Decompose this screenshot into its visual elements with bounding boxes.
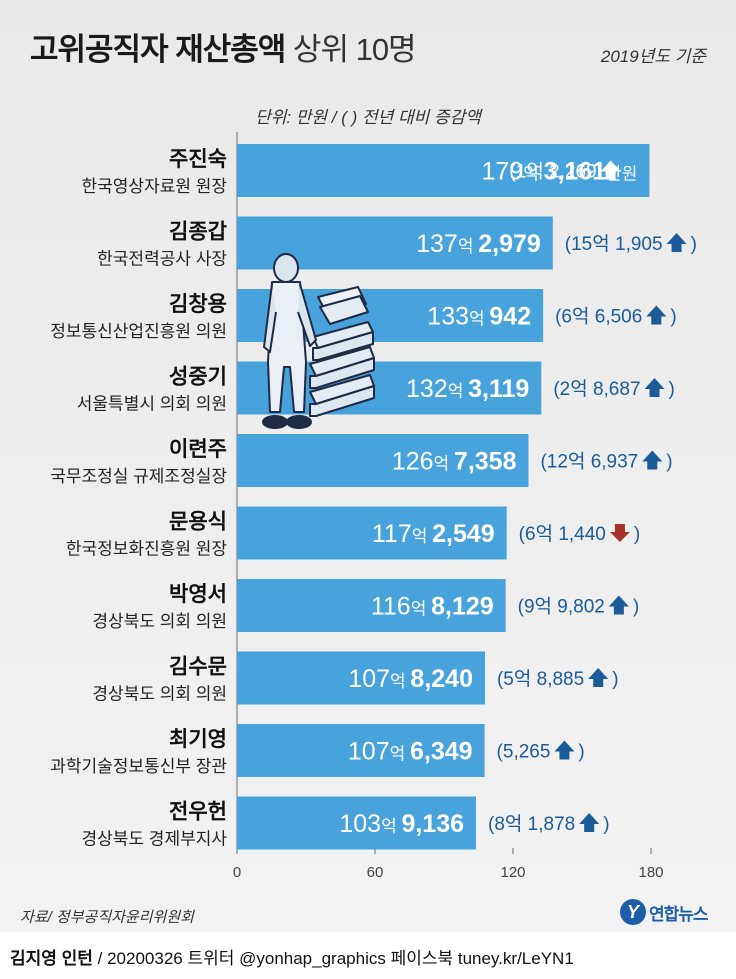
row-name: 이련주 [169,438,227,461]
up-arrow-icon [600,160,621,180]
x-tick-label: 0 [233,864,241,881]
title-bold: 고위공직자 재산총액 [30,32,286,67]
row-title: 한국영상자료원 원장 [82,177,228,196]
row-title: 서울특별시 의회 의원 [77,395,227,414]
value-bar [237,144,650,197]
change-label: (2억 8,687 [553,378,640,400]
x-tick-label: 180 [638,864,663,881]
value-bar [237,434,529,487]
row-name: 김종갑 [169,221,227,244]
up-arrow-icon [608,595,629,615]
value-bar [237,796,477,850]
close-paren: ) [669,379,675,400]
source-note: 자료/ 정부공직자윤리위원회 [20,909,194,926]
up-arrow-icon [666,233,687,252]
value-bar [237,361,542,415]
x-tick-label: 120 [500,864,525,881]
close-paren: ) [633,597,639,618]
value-label: 117억 2,549 [372,520,495,548]
row-name: 김수문 [169,656,227,679]
row-title: 정보통신산업진흥원 의원 [50,322,227,341]
value-bar [237,724,485,777]
close-paren: ) [603,814,609,835]
row-title: 한국정보화진흥원 원장 [66,540,227,559]
yonhap-logo: Y 연합뉴스 [620,898,709,926]
row-title: 경상북도 경제부지사 [82,830,228,849]
change-label: (12억 6,937 [540,451,638,473]
up-arrow-icon [588,668,609,687]
row-name: 성중기 [169,366,227,389]
credit-text: / 20200326 트위터 @yonhap_graphics 페이스북 tun… [92,949,574,968]
row-title: 과학기술정보통신부 장관 [50,757,227,776]
value-bar [237,506,507,560]
change-label: (6억 6,506 [555,306,642,328]
value-label: 107억 6,349 [348,738,473,766]
up-arrow-icon [579,813,600,832]
row-title: 국무조정실 규제조정실장 [50,467,227,486]
change-label: (1억 2,269 [509,161,596,183]
row-name: 최기영 [169,728,227,751]
change-label: (5억 8,885 [497,668,584,690]
value-label: 179억 3,161만원 [481,158,637,186]
change-label: (5,265 [497,742,551,763]
close-paren: ) [634,524,640,545]
title-light: 상위 10명 [292,32,417,67]
row-name: 박영서 [169,583,227,606]
up-arrow-icon [646,305,667,325]
row-name: 주진숙 [169,148,227,171]
up-arrow-icon [644,378,665,397]
value-bar [237,579,506,632]
row-title: 경상북도 의회 의원 [92,685,227,704]
row-title: 한국전력공사 사장 [97,250,227,269]
value-label: 103억 9,136 [339,810,464,838]
value-label: 126억 7,358 [392,448,517,476]
close-paren: ) [612,669,618,690]
basis-year: 2019년도 기준 [600,47,706,66]
row-name: 김창용 [169,293,227,316]
close-paren: ) [691,234,697,255]
value-label: 133억 942 [427,303,531,331]
change-label: (15억 1,905 [565,233,663,255]
yonhap-logo-mark: Y [620,899,646,925]
close-paren: ) [578,742,584,763]
official-money-illustration-icon [262,253,375,429]
value-label: 107억 8,240 [348,665,473,693]
change-label: (9억 9,802 [518,596,605,618]
row-title: 경상북도 의회 의원 [92,612,227,631]
up-arrow-icon [554,740,575,760]
close-paren: ) [666,452,672,473]
value-label: 137억 2,979 [416,230,541,258]
yonhap-logo-text: 연합뉴스 [649,904,709,924]
x-tick-label: 60 [367,864,384,881]
close-paren: ) [670,307,676,328]
up-arrow-icon [642,450,663,470]
down-arrow-icon [609,524,630,542]
change-label: (8억 1,878 [488,813,575,835]
value-bar [237,651,485,705]
row-name: 전우헌 [169,801,227,824]
change-label: (6억 1,440 [519,523,606,545]
value-label: 116억 8,129 [371,593,494,621]
unit-note: 단위: 만원 / ( ) 전년 대비 증감액 [255,108,481,127]
chart-title: 고위공직자 재산총액 상위 10명 [30,24,417,69]
author-name: 김지영 인턴 [10,949,93,968]
credit-line: 김지영 인턴 / 20200326 트위터 @yonhap_graphics 페… [10,944,574,969]
value-label: 132억 3,119 [406,375,529,403]
row-name: 문용식 [169,511,227,534]
